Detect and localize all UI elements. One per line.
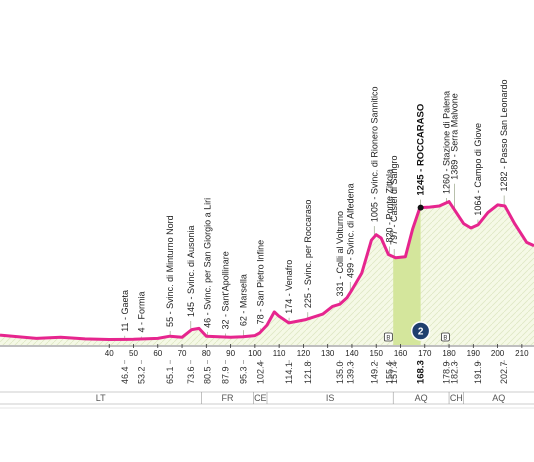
finish-dot — [417, 204, 424, 211]
region-label: AQ — [415, 393, 428, 403]
x-axis-tick-label: 180 — [442, 349, 456, 358]
x-axis-tick-label: 170 — [418, 349, 432, 358]
distance-label: 46.4 — [120, 366, 130, 384]
region-label: FR — [222, 393, 234, 403]
climb-highlight — [393, 207, 421, 345]
place-label: 32 - Sant'Apollinare — [220, 251, 230, 329]
x-axis-tick-label: 160 — [394, 349, 408, 358]
bonus-marker-icon — [441, 332, 450, 342]
place-label: 331 - Colli al Volturno — [335, 211, 345, 297]
distance-label: 121.8 — [303, 361, 313, 384]
place-label: 820 - Ponte Zittola — [384, 169, 394, 243]
place-label: 78 - San Pietro Infine — [256, 240, 266, 325]
x-axis-tick-label: 100 — [248, 349, 262, 358]
distance-label: 80.5 — [203, 366, 213, 384]
bonus-marker-icon — [383, 332, 393, 342]
place-label: 1282 - Passo San Leonardo — [499, 79, 509, 191]
place-label: 797 - Castel di Sangro — [389, 155, 399, 245]
x-axis-tick-label: 120 — [297, 349, 311, 358]
place-label: 1260 - Stazione di Palena — [441, 91, 451, 194]
region-label: CE — [254, 393, 267, 403]
distance-label: 182.3 — [450, 361, 460, 384]
place-label: 1245 - ROCCARASO — [416, 104, 427, 196]
place-label: 1005 - Svinc. di Rionero Sannitico — [369, 87, 379, 223]
distance-label: 191.9 — [473, 361, 483, 384]
region-label: CH — [450, 393, 463, 403]
place-label: 499 - Svinc. di Alfedena — [345, 183, 355, 278]
x-axis-tick-label: 50 — [129, 349, 138, 358]
place-label: 174 - Venafro — [284, 260, 294, 314]
distance-label: 135.0 — [335, 361, 345, 384]
climb-category-label: 2 — [418, 327, 424, 338]
x-axis-tick-label: 60 — [153, 349, 162, 358]
x-axis-tick-label: 80 — [202, 349, 211, 358]
place-label: 46 - Svinc. per San Giorgio a Liri — [203, 198, 213, 328]
distance-label: 87.9 — [220, 366, 230, 384]
place-label: 1389 - Serra Malvone — [450, 93, 460, 180]
x-axis-tick-label: 130 — [321, 349, 335, 358]
climb-category-icon — [410, 321, 431, 341]
x-axis-tick-label: 150 — [370, 349, 384, 358]
region-label: IS — [326, 393, 335, 403]
distance-label: 73.6 — [186, 366, 196, 384]
distance-label: 139.3 — [345, 361, 355, 384]
x-axis-tick-label: 110 — [273, 349, 286, 358]
x-axis-tick-label: 210 — [515, 349, 529, 358]
distance-label: 202.7 — [499, 361, 509, 384]
bonus-marker-label: B — [443, 336, 447, 342]
x-axis-tick-label: 90 — [226, 349, 235, 358]
distance-label: 65.1 — [165, 366, 175, 384]
place-label: 62 - Marsella — [238, 274, 248, 326]
distance-label: 157.4 — [389, 361, 399, 384]
place-label: 4 - Formia — [136, 292, 146, 333]
distance-label: 155.4 — [384, 361, 394, 384]
x-axis-tick-label: 140 — [345, 349, 359, 358]
place-label: 1064 - Campo di Giove — [473, 123, 483, 216]
distance-label: 168.3 — [416, 360, 427, 384]
x-axis-tick-label: 190 — [467, 349, 481, 358]
place-label: 11 - Gaeta — [120, 290, 130, 332]
bonus-marker-label: B — [386, 336, 390, 342]
distance-label: 149.2 — [369, 361, 379, 384]
place-label: 145 - Svinc. di Ausonia — [186, 225, 196, 317]
x-axis-tick-label: 200 — [491, 349, 505, 358]
distance-label: 53.2 — [136, 366, 146, 384]
region-label: AQ — [492, 393, 505, 403]
region-label: LT — [96, 393, 106, 403]
x-axis-tick-label: 70 — [178, 349, 187, 358]
distance-label: 102.4 — [256, 361, 266, 384]
distance-label: 178.9 — [441, 361, 451, 384]
profile-line — [0, 200, 534, 341]
distance-label: 95.3 — [238, 366, 248, 384]
distance-label: 114.1 — [284, 362, 294, 384]
x-axis-tick-label: 40 — [105, 349, 114, 358]
place-label: 55 - Svinc. di Minturno Nord — [165, 215, 175, 327]
place-label: 225 - Svinc. per Roccaraso — [303, 200, 313, 309]
